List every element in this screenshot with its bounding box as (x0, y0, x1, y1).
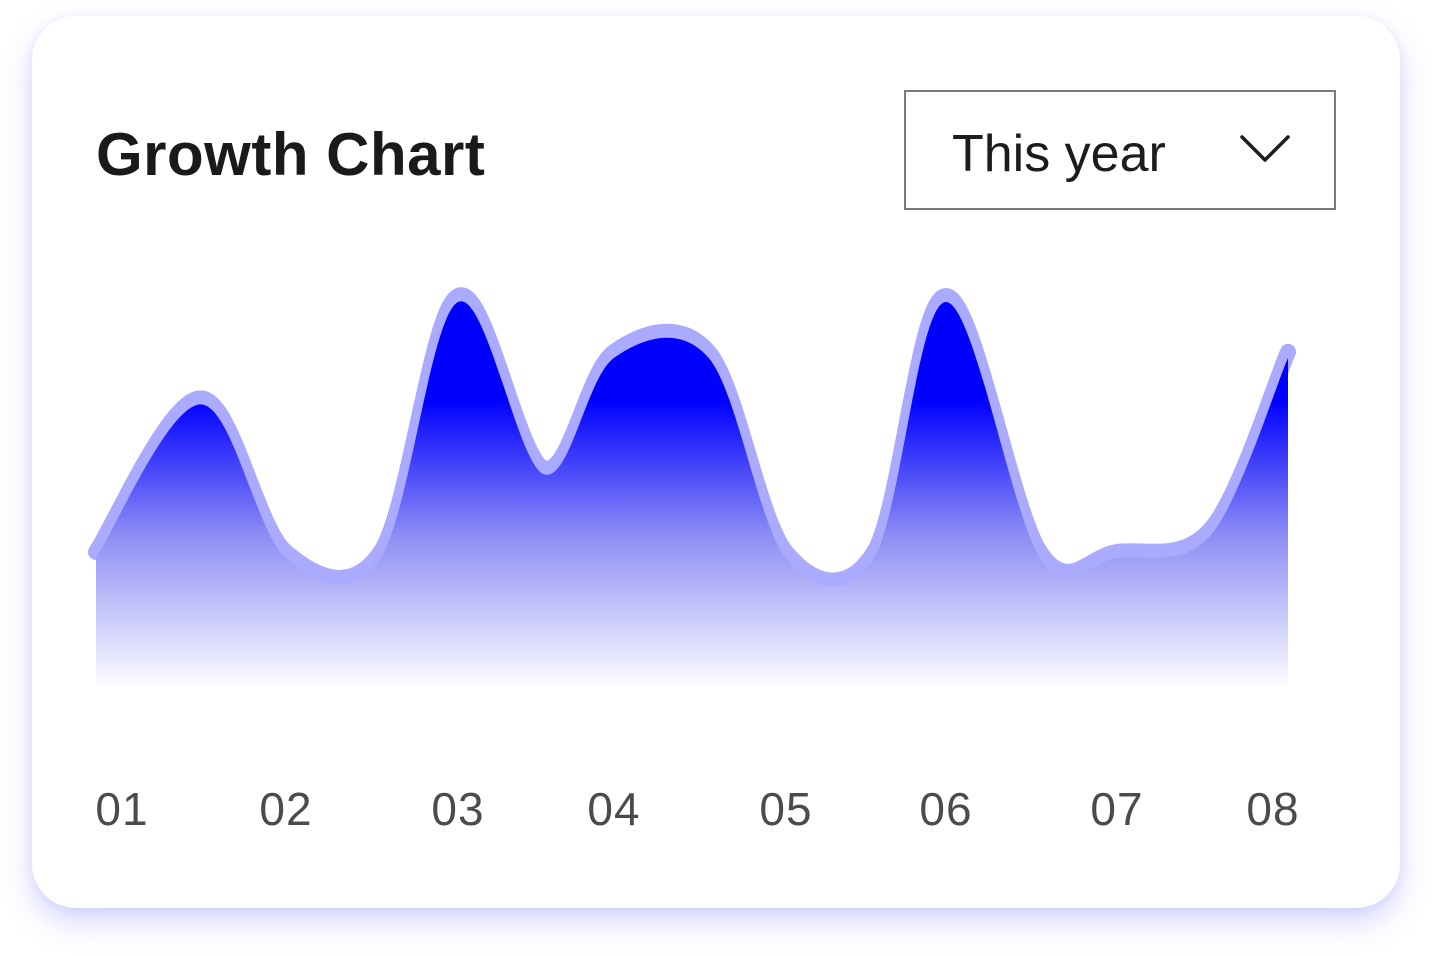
series-layer (88, 287, 1296, 689)
x-tick-label: 01 (95, 783, 149, 835)
chevron-down-icon (1240, 135, 1290, 162)
growth-chart-card: Growth Chart This year 01 02 03 04 05 06 07 08 (32, 16, 1400, 908)
period-dropdown[interactable]: This year (904, 90, 1336, 210)
x-tick-label: 05 (759, 783, 813, 835)
chart-title: Growth Chart (96, 121, 486, 188)
x-tick-label: 07 (1090, 783, 1144, 835)
x-tick-label: 03 (431, 783, 485, 835)
series-highlight-rim (88, 287, 1296, 589)
series-area (96, 301, 1288, 689)
period-dropdown-value: This year (952, 125, 1166, 183)
x-tick-label: 08 (1246, 783, 1300, 835)
area-chart (88, 287, 1296, 689)
x-tick-label: 02 (259, 783, 313, 835)
x-tick-label: 04 (587, 783, 641, 835)
x-tick-label: 06 (919, 783, 973, 835)
